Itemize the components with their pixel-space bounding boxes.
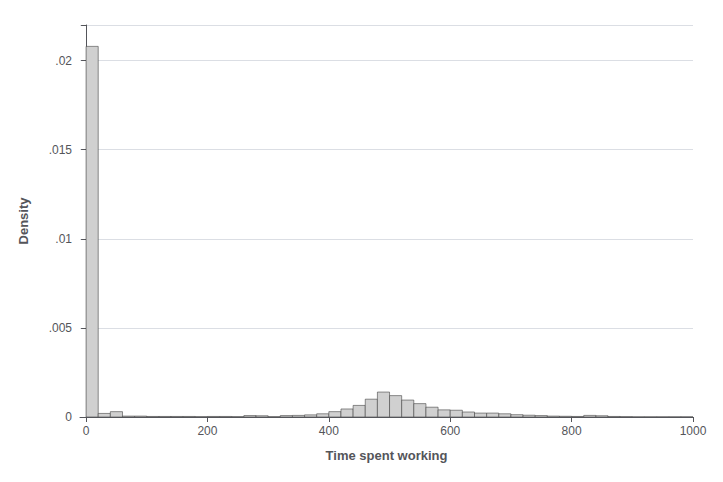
svg-text:.02: .02 [55,54,72,68]
svg-text:200: 200 [197,424,217,438]
svg-text:.015: .015 [49,143,73,157]
svg-text:600: 600 [440,424,460,438]
svg-text:.005: .005 [49,321,73,335]
svg-text:0: 0 [83,424,90,438]
svg-text:1000: 1000 [680,424,707,438]
svg-text:400: 400 [319,424,339,438]
svg-text:0: 0 [65,410,72,424]
svg-text:800: 800 [562,424,582,438]
svg-text:.01: .01 [55,232,72,246]
svg-text:Density: Density [16,197,31,245]
svg-text:Time spent working: Time spent working [326,448,448,463]
